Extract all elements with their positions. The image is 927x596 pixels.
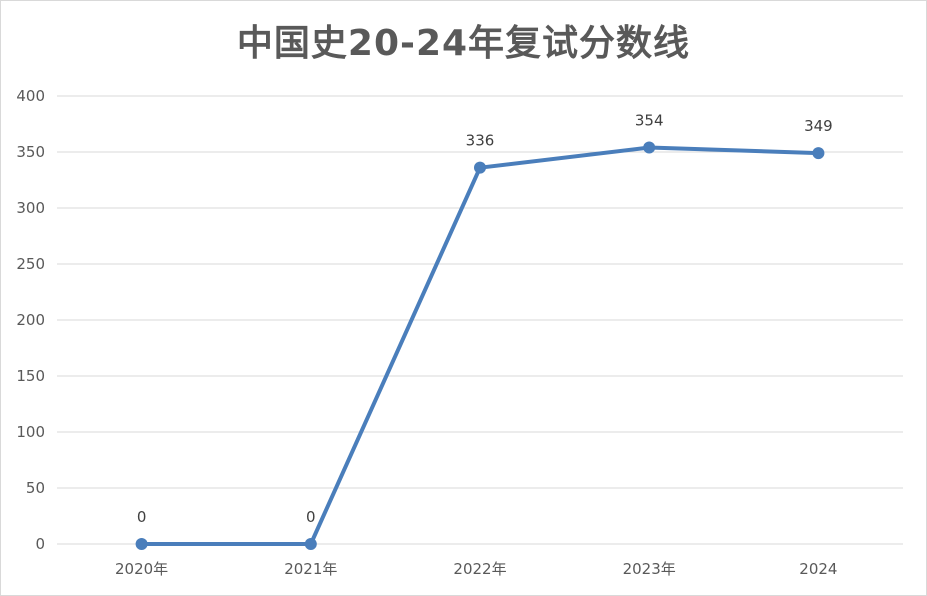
y-tick-label: 300: [16, 199, 45, 217]
y-tick-label: 100: [16, 423, 45, 441]
y-tick-label: 150: [16, 367, 45, 385]
y-tick-label: 250: [16, 255, 45, 273]
x-tick-label: 2023年: [623, 560, 676, 578]
chart-title: 中国史20-24年复试分数线: [236, 23, 691, 64]
data-labels: 0 0 336 354 349: [137, 112, 833, 526]
data-point: [304, 538, 317, 550]
series-line-layer: [139, 145, 821, 546]
data-label: 0: [137, 508, 147, 526]
data-label: 336: [466, 132, 495, 150]
data-label: 354: [635, 112, 664, 130]
data-point: [135, 538, 148, 550]
data-label: 0: [306, 508, 316, 526]
y-tick-label: 50: [26, 479, 45, 497]
data-label: 349: [804, 117, 833, 135]
y-tick-label: 0: [35, 535, 45, 553]
data-points: [135, 141, 825, 550]
y-tick-label: 350: [16, 143, 45, 161]
y-axis-ticks: 0 50 100 150 200 250 300 350 400: [16, 87, 45, 553]
data-point: [474, 161, 486, 174]
x-tick-label: 2020年: [115, 560, 168, 578]
data-point: [643, 141, 656, 154]
data-point: [812, 147, 825, 160]
y-tick-label: 200: [16, 311, 45, 329]
y-tick-label: 400: [16, 87, 45, 105]
x-tick-label: 2022年: [453, 560, 506, 578]
x-tick-label: 2021年: [284, 560, 337, 578]
x-axis-ticks: 2020年 2021年 2022年 2023年 2024: [115, 560, 837, 578]
gridlines: [57, 95, 903, 545]
x-tick-label: 2024: [799, 560, 837, 578]
series-line: [139, 145, 821, 546]
